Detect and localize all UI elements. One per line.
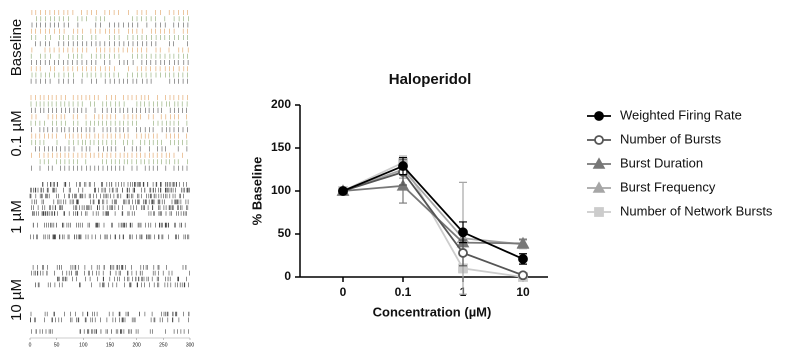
spike-row <box>31 152 183 158</box>
series-line <box>342 161 524 278</box>
raster-x-tick-label: 300 <box>186 342 195 348</box>
marker <box>458 248 468 258</box>
raster-x-tick-label: 100 <box>79 342 88 348</box>
spike-row <box>30 66 188 72</box>
spike-row <box>31 60 189 65</box>
raster-x-tick-label: 250 <box>159 342 168 348</box>
spike-row <box>35 146 188 152</box>
legend-label: Weighted Firing Rate <box>620 107 742 122</box>
series-line <box>342 184 524 245</box>
panel-label: 1 µM <box>8 200 25 234</box>
x-axis-label: Concentration (µM) <box>373 304 492 319</box>
x-tick-label: 10 <box>516 285 530 299</box>
y-tick-label: 0 <box>284 269 291 283</box>
spike-row <box>30 120 188 126</box>
spike-row <box>30 317 189 323</box>
series-line <box>342 171 524 277</box>
marker <box>594 135 604 145</box>
spike-row <box>31 270 190 276</box>
series <box>338 155 528 282</box>
legend-label: Burst Duration <box>620 155 703 170</box>
marker <box>594 207 604 217</box>
spike-row <box>29 193 184 199</box>
spike-row <box>36 16 189 22</box>
spike-row <box>31 22 189 28</box>
marker <box>516 236 530 249</box>
spike-row <box>31 47 189 53</box>
spike-row <box>31 165 188 171</box>
spike-row <box>35 41 188 47</box>
panel-label: Baseline <box>8 19 25 77</box>
marker <box>398 161 408 171</box>
marker <box>592 157 606 169</box>
spike-row <box>31 127 188 133</box>
spike-row <box>32 222 186 228</box>
series <box>338 156 528 265</box>
spike-row <box>30 101 188 107</box>
spike-row <box>32 265 187 270</box>
marker <box>518 254 528 264</box>
spike-row <box>57 276 187 282</box>
legend-label: Burst Frequency <box>620 179 716 194</box>
spike-row <box>32 211 187 216</box>
spike-row <box>31 35 188 40</box>
raster-x-tick-label: 0 <box>29 342 32 348</box>
spike-row <box>31 133 187 139</box>
spike-row <box>35 282 189 288</box>
raster-x-tick-label: 50 <box>54 342 60 348</box>
spike-row <box>30 53 188 59</box>
y-tick-label: 150 <box>271 140 291 154</box>
y-axis-label: % Baseline <box>249 157 264 226</box>
spike-row <box>42 182 187 187</box>
spike-row <box>30 311 190 317</box>
y-tick-label: 200 <box>271 97 291 111</box>
spike-row <box>31 139 188 146</box>
spike-row <box>39 159 188 165</box>
legend-label: Number of Bursts <box>620 131 722 146</box>
series-line <box>342 168 524 246</box>
marker <box>518 270 528 281</box>
series <box>338 158 528 281</box>
spike-row <box>30 95 188 101</box>
legend-label: Number of Network Bursts <box>620 203 773 218</box>
y-tick-label: 100 <box>271 183 291 197</box>
panel-label: 0.1 µM <box>8 110 25 156</box>
chart-title: Haloperidol <box>389 71 472 88</box>
series-line <box>342 164 524 260</box>
spike-row <box>31 72 188 78</box>
panel-label: 10 µM <box>8 279 25 321</box>
x-tick-label: 0 <box>340 285 347 299</box>
spike-row <box>31 28 188 34</box>
spike-row <box>30 234 190 240</box>
spike-row <box>31 10 188 15</box>
marker <box>458 227 468 238</box>
spike-row <box>31 329 189 334</box>
x-tick-label: 0.1 <box>395 285 412 299</box>
spike-row <box>31 205 189 210</box>
spike-row <box>31 114 187 120</box>
spike-row <box>31 199 189 205</box>
spike-row <box>30 187 190 193</box>
raster-x-tick-label: 150 <box>106 342 115 348</box>
raster-x-tick-label: 200 <box>132 342 141 348</box>
spike-row <box>30 78 188 84</box>
marker <box>594 111 604 121</box>
marker <box>338 186 348 196</box>
marker <box>592 181 606 193</box>
spike-row <box>31 107 187 113</box>
y-tick-label: 50 <box>278 226 292 240</box>
